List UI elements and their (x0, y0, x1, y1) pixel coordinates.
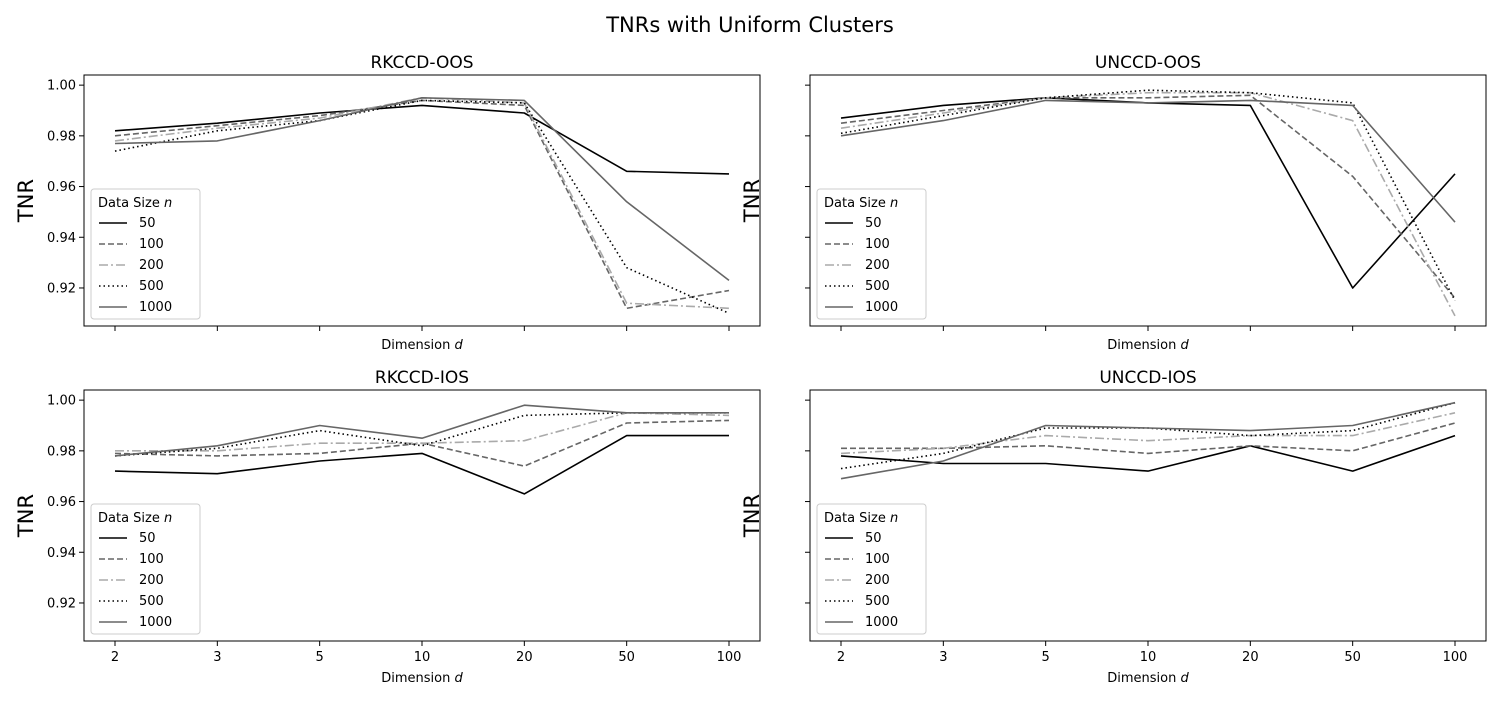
axes-frame (83, 74, 761, 327)
legend-label-50: 50 (865, 216, 882, 231)
legend-title: Data Size n (98, 511, 172, 526)
legend-label-500: 500 (865, 279, 890, 294)
series-line-500 (114, 411, 729, 457)
panel-unccd-ios: UNCCD-IOS 2 3 5 10 20 50 100 Dimension d TNR Data … (740, 368, 1487, 686)
series-line-500 (840, 401, 1456, 470)
panel-unccd-oos: UNCCD-OOS Dimension d TNR Data Size n 50 100 2… (740, 53, 1487, 353)
legend: Data Size n 50 100 200 500 1000 (90, 503, 201, 635)
figure-title: TNRs with Uniform Clusters (605, 13, 894, 37)
y-tick-label: 0.98 (47, 444, 76, 459)
series-line-500 (114, 99, 730, 315)
x-tick-label: 3 (213, 650, 221, 665)
x-axis-label: Dimension d (381, 338, 463, 353)
x-tick-label: 20 (516, 650, 533, 665)
panel-title: UNCCD-OOS (1095, 53, 1201, 73)
x-tick-label: 20 (1242, 650, 1259, 665)
legend-label-1000: 1000 (139, 300, 172, 315)
legend-label-500: 500 (139, 594, 164, 609)
x-tick-label: 2 (111, 650, 119, 665)
series-line-50 (840, 434, 1456, 472)
series-line-50 (114, 104, 730, 175)
series-line-200 (840, 412, 1456, 455)
series-line-1000 (840, 99, 1456, 223)
legend-label-100: 100 (139, 237, 164, 252)
y-tick-label: 0.96 (47, 180, 76, 195)
y-axis-label: TNR (740, 494, 764, 538)
series-line-50 (840, 97, 1456, 289)
x-tick-label: 5 (1042, 650, 1050, 665)
series-line-200 (840, 91, 1456, 317)
x-tick-label: 5 (316, 650, 324, 665)
legend-label-500: 500 (865, 594, 890, 609)
legend-label-100: 100 (139, 552, 164, 567)
legend-label-50: 50 (139, 216, 156, 231)
legend-title: Data Size n (824, 511, 898, 526)
axes-frame (809, 74, 1487, 327)
y-tick-label: 1.00 (47, 394, 76, 409)
y-tick-label: 0.92 (47, 281, 76, 296)
legend: Data Size n 50 100 200 500 1000 (816, 503, 927, 635)
panel-title: RKCCD-IOS (375, 368, 469, 388)
legend-label-50: 50 (865, 531, 882, 546)
x-axis-label: Dimension d (1107, 338, 1189, 353)
legend-label-100: 100 (865, 237, 890, 252)
legend-label-1000: 1000 (139, 615, 172, 630)
legend-label-200: 200 (865, 573, 890, 588)
x-tick-label: 3 (939, 650, 947, 665)
legend: Data Size n 50 100 200 500 1000 (90, 188, 201, 320)
series-line-50 (114, 434, 729, 495)
panel-title: RKCCD-OOS (370, 53, 473, 73)
x-axis-label: Dimension d (381, 671, 463, 686)
y-tick-label: 0.94 (47, 231, 76, 246)
series-line-1000 (114, 404, 729, 457)
y-tick-label: 0.92 (47, 596, 76, 611)
legend-label-200: 200 (865, 258, 890, 273)
legend-label-50: 50 (139, 531, 156, 546)
y-axis-label: TNR (14, 494, 38, 538)
x-tick-label: 100 (1443, 650, 1468, 665)
legend-label-100: 100 (865, 552, 890, 567)
series-line-200 (114, 97, 730, 310)
series-line-200 (115, 411, 730, 452)
axes-frame (83, 389, 761, 642)
panel-title: UNCCD-IOS (1099, 368, 1196, 388)
axes-frame (809, 389, 1487, 642)
series-line-1000 (840, 401, 1456, 480)
panel-rkccd-oos: RKCCD-OOS 0.92 0.94 0.96 0.98 1.00 Dimension d… (14, 53, 761, 353)
legend: Data Size n 50 100 200 500 1000 (816, 188, 927, 320)
y-axis-label: TNR (14, 179, 38, 223)
x-axis-label: Dimension d (1107, 671, 1189, 686)
series-line-500 (840, 89, 1456, 301)
x-tick-label: 10 (1140, 650, 1157, 665)
series-line-100 (114, 99, 730, 310)
legend-label-500: 500 (139, 279, 164, 294)
legend-label-1000: 1000 (865, 615, 898, 630)
y-tick-label: 1.00 (47, 79, 76, 94)
series-line-1000 (114, 97, 730, 282)
x-tick-label: 10 (414, 650, 431, 665)
panel-rkccd-ios: RKCCD-IOS 2 3 5 10 20 50 100 0.92 0.94 0.96 0.98 1.0… (14, 368, 761, 686)
x-tick-label: 50 (1344, 650, 1361, 665)
legend-label-1000: 1000 (865, 300, 898, 315)
x-tick-label: 50 (618, 650, 635, 665)
legend-label-200: 200 (139, 573, 164, 588)
series-line-100 (840, 94, 1456, 299)
y-axis-label: TNR (740, 179, 764, 223)
legend-label-200: 200 (139, 258, 164, 273)
y-tick-label: 0.96 (47, 495, 76, 510)
legend-title: Data Size n (824, 196, 898, 211)
y-tick-label: 0.98 (47, 129, 76, 144)
x-tick-label: 2 (837, 650, 845, 665)
legend-title: Data Size n (98, 196, 172, 211)
y-tick-label: 0.94 (47, 546, 76, 561)
x-tick-label: 100 (717, 650, 742, 665)
